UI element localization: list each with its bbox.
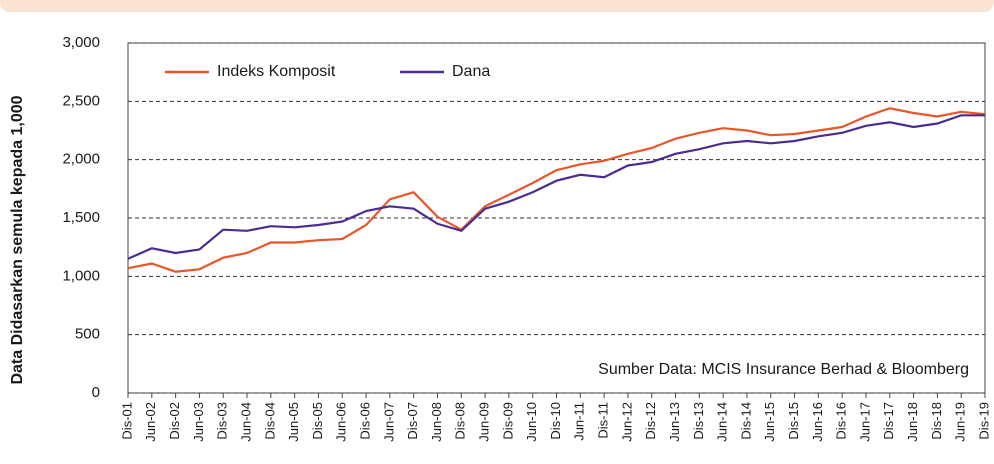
y-tick-label: 2,000 [62, 151, 100, 168]
y-tick-label: 3,000 [62, 34, 100, 51]
x-tick-label: Jun-06 [334, 402, 349, 442]
x-tick-label: Jun-07 [381, 402, 396, 442]
annotation: Sumber Data: MCIS Insurance Berhad & Blo… [598, 361, 969, 378]
x-tick-label: Dis-02 [167, 402, 182, 440]
x-tick-label: Jun-09 [477, 402, 492, 442]
x-tick-label: Jun-05 [286, 402, 301, 442]
y-tick-label: 500 [75, 326, 100, 343]
x-tick-label: Dis-18 [929, 402, 944, 440]
x-tick-label: Jun-03 [191, 402, 206, 442]
x-tick-label: Dis-13 [691, 402, 706, 440]
x-tick-label: Jun-10 [524, 402, 539, 442]
x-tick-label: Jun-04 [238, 402, 253, 442]
x-tick-label: Dis-15 [786, 402, 801, 440]
series-line [127, 114, 985, 260]
x-tick-label: Dis-14 [738, 402, 753, 440]
x-tick-label: Dis-19 [976, 402, 991, 440]
series-line [127, 107, 986, 273]
x-tick-label: Dis-05 [310, 402, 325, 440]
y-tick-label: 1,500 [62, 209, 100, 226]
x-tick-label: Jun-02 [143, 402, 158, 442]
x-tick-label: Dis-08 [453, 402, 468, 440]
y-tick-label: 1,000 [62, 267, 100, 284]
x-tick-label: Jun-11 [572, 402, 587, 441]
x-tick-label: Dis-03 [215, 402, 230, 440]
x-tick-label: Jun-12 [619, 402, 634, 442]
legend-label: Indeks Komposit [217, 63, 336, 80]
header-band [0, 0, 994, 12]
x-tick-label: Dis-11 [596, 402, 611, 439]
x-tick-label: Jun-15 [762, 402, 777, 442]
x-tick-label: Jun-14 [715, 402, 730, 442]
x-tick-label: Dis-01 [119, 402, 134, 440]
y-tick-label: 2,500 [62, 92, 100, 109]
x-tick-label: Dis-12 [643, 402, 658, 440]
x-tick-label: Jun-16 [810, 402, 825, 442]
x-tick-label: Jun-17 [857, 402, 872, 442]
x-tick-label: Dis-04 [262, 402, 277, 440]
x-tick-label: Jun-19 [953, 402, 968, 442]
x-tick-label: Dis-07 [405, 402, 420, 440]
legend-label: Dana [452, 63, 490, 80]
x-tick-label: Dis-06 [357, 402, 372, 440]
y-tick-label: 0 [92, 384, 100, 401]
x-tick-label: Dis-09 [500, 402, 515, 440]
y-axis-title: Data Didasarkan semula kepada 1,000 [9, 95, 26, 384]
x-tick-label: Jun-08 [429, 402, 444, 442]
x-tick-label: Dis-17 [881, 402, 896, 440]
x-tick-label: Dis-16 [834, 402, 849, 440]
x-tick-label: Jun-13 [667, 402, 682, 442]
x-tick-label: Dis-10 [548, 402, 563, 440]
x-tick-label: Jun-18 [905, 402, 920, 442]
